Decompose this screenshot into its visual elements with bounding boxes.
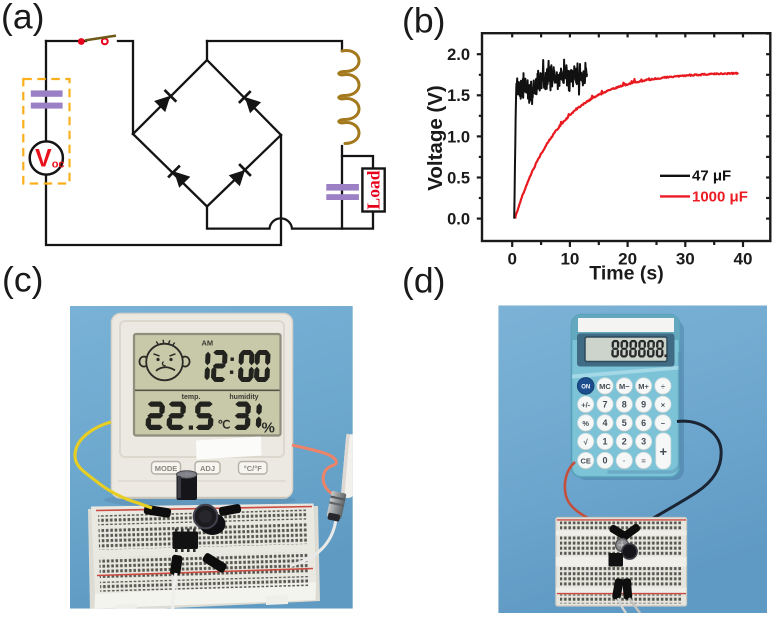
svg-text:2: 2 — [622, 437, 627, 447]
svg-text:(d): (d) — [402, 260, 445, 300]
svg-text:+/-: +/- — [581, 400, 590, 409]
svg-text:℃: ℃ — [218, 419, 231, 432]
svg-text:·: · — [623, 457, 626, 466]
svg-text:%: % — [262, 420, 275, 437]
svg-text:=: = — [641, 457, 646, 466]
svg-text:ADJ: ADJ — [200, 464, 215, 473]
svg-text:30: 30 — [676, 249, 695, 268]
svg-text:0: 0 — [507, 249, 516, 268]
svg-text:4: 4 — [602, 418, 607, 428]
svg-text:20: 20 — [618, 249, 637, 268]
svg-text:temp.: temp. — [182, 394, 201, 401]
svg-text:MC: MC — [599, 382, 611, 391]
svg-text:5: 5 — [622, 418, 627, 428]
svg-text:Load: Load — [364, 170, 384, 209]
svg-text:10: 10 — [560, 249, 579, 268]
svg-text:47 μF: 47 μF — [692, 168, 731, 185]
svg-text:6: 6 — [641, 418, 646, 428]
svg-text:AM: AM — [202, 339, 214, 348]
svg-text:Time (s): Time (s) — [589, 263, 663, 285]
svg-text:÷: ÷ — [661, 382, 665, 391]
svg-text:M−: M− — [619, 382, 630, 391]
svg-text:7: 7 — [602, 399, 607, 409]
svg-text:humidity: humidity — [229, 394, 258, 401]
svg-text:−: − — [661, 419, 666, 428]
svg-text:+: + — [660, 444, 668, 459]
svg-text:°C/°F: °C/°F — [244, 464, 262, 473]
svg-text:%: % — [582, 419, 589, 428]
svg-text:40: 40 — [734, 249, 753, 268]
svg-text:1.0: 1.0 — [447, 128, 470, 146]
svg-text:8: 8 — [622, 399, 627, 409]
svg-text:1: 1 — [602, 437, 607, 447]
svg-text:×: × — [661, 400, 666, 409]
svg-text:CE: CE — [580, 457, 590, 466]
svg-text:M+: M+ — [638, 382, 649, 391]
svg-text:0.5: 0.5 — [447, 169, 470, 187]
svg-text:MODE: MODE — [155, 464, 178, 473]
svg-text:2.0: 2.0 — [447, 46, 470, 64]
svg-text:9: 9 — [641, 399, 646, 409]
svg-text:ON: ON — [581, 384, 590, 390]
svg-text:Voltage (V): Voltage (V) — [424, 85, 447, 191]
svg-text:(b): (b) — [402, 0, 445, 40]
svg-text:1.5: 1.5 — [447, 87, 470, 105]
svg-text:√: √ — [584, 438, 589, 447]
svg-text:0: 0 — [602, 456, 607, 466]
svg-text:1000 μF: 1000 μF — [692, 189, 748, 206]
svg-text:0.0: 0.0 — [447, 211, 470, 229]
svg-text:(a): (a) — [1, 0, 44, 36]
svg-text:(c): (c) — [2, 260, 43, 300]
svg-text:3: 3 — [641, 437, 646, 447]
